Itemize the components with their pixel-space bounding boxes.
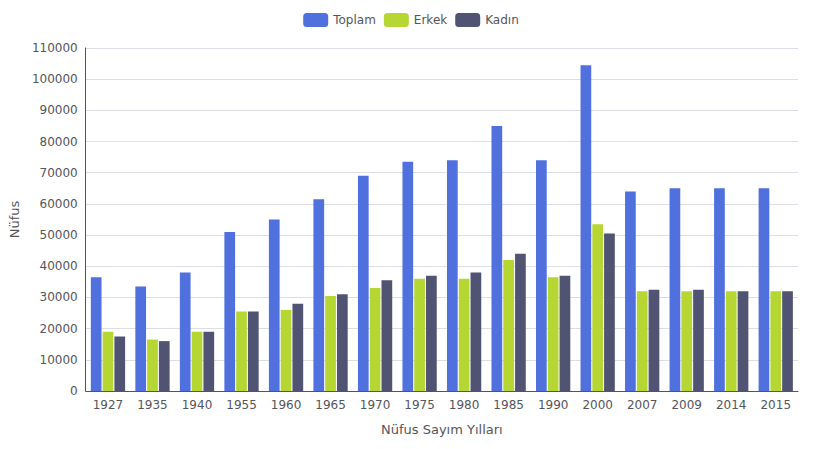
- svg-text:2015: 2015: [760, 398, 791, 412]
- svg-text:40000: 40000: [40, 259, 78, 273]
- svg-text:Erkek: Erkek: [414, 13, 447, 27]
- svg-text:1985: 1985: [493, 398, 524, 412]
- svg-text:80000: 80000: [40, 135, 78, 149]
- svg-text:1935: 1935: [137, 398, 168, 412]
- svg-text:70000: 70000: [40, 166, 78, 180]
- svg-text:10000: 10000: [40, 353, 78, 367]
- svg-text:Nüfus: Nüfus: [7, 201, 22, 239]
- svg-text:2007: 2007: [627, 398, 658, 412]
- svg-text:Kadın: Kadın: [485, 13, 519, 27]
- svg-text:1965: 1965: [315, 398, 346, 412]
- svg-text:Nüfus Sayım Yılları: Nüfus Sayım Yılları: [381, 422, 503, 437]
- svg-text:20000: 20000: [40, 322, 78, 336]
- svg-text:1980: 1980: [449, 398, 480, 412]
- svg-text:2000: 2000: [582, 398, 613, 412]
- svg-text:110000: 110000: [32, 41, 78, 55]
- svg-text:1975: 1975: [404, 398, 435, 412]
- svg-text:2009: 2009: [671, 398, 702, 412]
- svg-text:90000: 90000: [40, 103, 78, 117]
- svg-text:1940: 1940: [182, 398, 213, 412]
- svg-text:1955: 1955: [226, 398, 257, 412]
- svg-text:1960: 1960: [271, 398, 302, 412]
- svg-text:50000: 50000: [40, 228, 78, 242]
- svg-text:1990: 1990: [538, 398, 569, 412]
- svg-text:1927: 1927: [93, 398, 124, 412]
- svg-text:1970: 1970: [360, 398, 391, 412]
- svg-text:0: 0: [70, 384, 78, 398]
- svg-text:2014: 2014: [716, 398, 747, 412]
- svg-text:Toplam: Toplam: [332, 13, 376, 27]
- svg-text:60000: 60000: [40, 197, 78, 211]
- svg-text:30000: 30000: [40, 290, 78, 304]
- svg-text:100000: 100000: [32, 72, 78, 86]
